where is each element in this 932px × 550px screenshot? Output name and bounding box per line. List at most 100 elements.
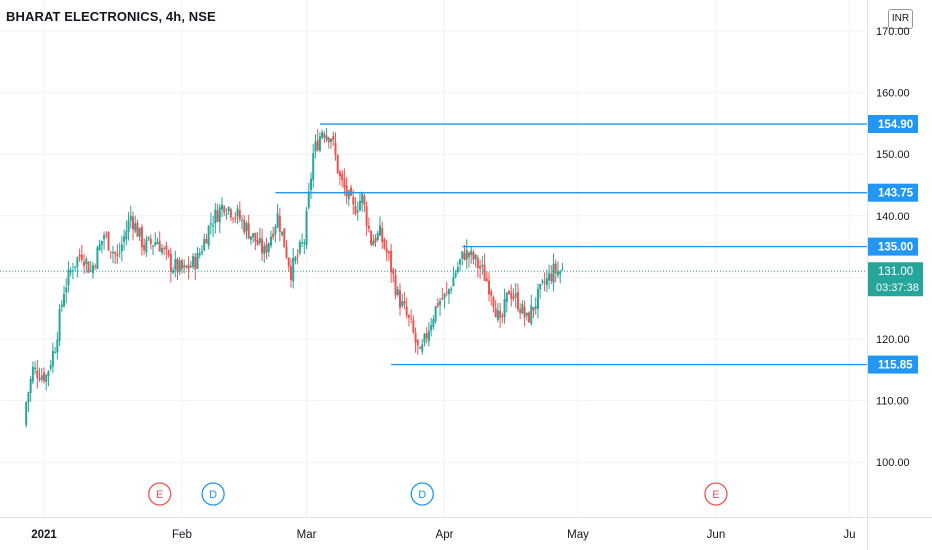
time-axis[interactable]: 2021 Feb Mar Apr May Jun Ju [31,529,855,541]
candle-body [232,218,235,220]
price-tick-label: 120.00 [876,334,910,346]
time-tick-label: Feb [172,529,192,541]
candle-body [67,269,70,286]
event-marker-label: D [418,489,426,501]
candle-body [43,372,45,382]
candle-body [94,266,97,268]
candle-body [541,280,544,283]
candle-body [381,227,384,242]
candle-body [519,309,522,314]
candle-body [430,325,433,331]
candle-body [383,239,386,248]
candle-body [74,266,77,268]
candle-body [136,222,139,237]
level-price-label: 154.90 [878,119,913,131]
candle-body [256,240,259,245]
candle-body [338,171,341,177]
candle-body [200,251,203,254]
candle-body [307,191,310,208]
price-axis[interactable]: 170.00160.00150.00140.00130.00120.00110.… [868,26,923,469]
candle-body [548,273,551,281]
candle-body [412,320,415,333]
candle-body [165,245,168,250]
candle-body [238,210,241,220]
candle-body [474,254,477,260]
candle-body [34,367,37,369]
candle-body [87,261,90,273]
candle-body [405,306,408,316]
candle-body [192,255,195,267]
candle-body [318,136,321,151]
candle-body [272,233,275,238]
candle-body [111,251,114,254]
candle-body [345,185,348,197]
candle-body [254,232,257,242]
candle-body [281,231,284,235]
candle-body [512,296,515,299]
candle-body [189,266,192,268]
candle-body [172,270,175,273]
candle-body [274,226,277,235]
candle-body [69,270,72,273]
candle-body [263,245,266,254]
candle-body [167,250,170,256]
candle-body [378,225,381,236]
candle-body [212,225,215,227]
candle-body [434,305,437,322]
level-price-label: 143.75 [878,188,914,200]
candle-body [539,283,542,290]
candle-body [225,213,228,215]
candle-body [243,219,246,233]
horizontal-levels [0,123,867,366]
candle-body [118,252,121,254]
candle-body [543,282,546,284]
candle-body [194,256,197,270]
time-tick-label: Jun [707,529,726,541]
currency-button[interactable]: INR [888,9,913,29]
candle-body [91,265,94,274]
candle-body [100,240,103,245]
candle-body [532,307,535,311]
candle-body [152,245,155,247]
candle-body [483,264,486,281]
candle-body [314,141,317,152]
event-marker-label: E [712,489,719,501]
candle-body [496,310,499,321]
candle-body [218,207,221,223]
candle-body [505,292,508,303]
candle-body [51,350,54,366]
candle-body [343,178,346,188]
candle-body [147,237,150,240]
candle-body [392,269,395,275]
candle-body [185,265,188,268]
candle-body [450,288,453,291]
time-tick-label: Mar [297,529,317,541]
candle-body [447,289,450,295]
candle-body [83,261,86,267]
price-tick-label: 160.00 [876,88,910,100]
candle-body [78,255,81,257]
candle-body [140,226,143,248]
candle-body [396,289,399,295]
last-price-tag [868,262,923,297]
price-tick-label: 170.00 [876,26,910,38]
candle-body [214,209,217,224]
candle-body [427,330,430,342]
level-price-tag [868,355,918,374]
candle-body [154,242,157,246]
candle-body [399,290,401,308]
candle-body [419,347,422,349]
candles [25,127,564,428]
candle-body [361,193,364,204]
candle-body [252,233,255,238]
level-price-label: 135.00 [878,242,913,254]
level-price-tag [868,237,918,256]
candle-body [109,251,112,253]
candle-body [36,370,39,378]
candle-body [436,303,439,307]
candle-body [269,236,272,246]
candle-body [120,244,123,252]
candle-body [365,206,368,226]
